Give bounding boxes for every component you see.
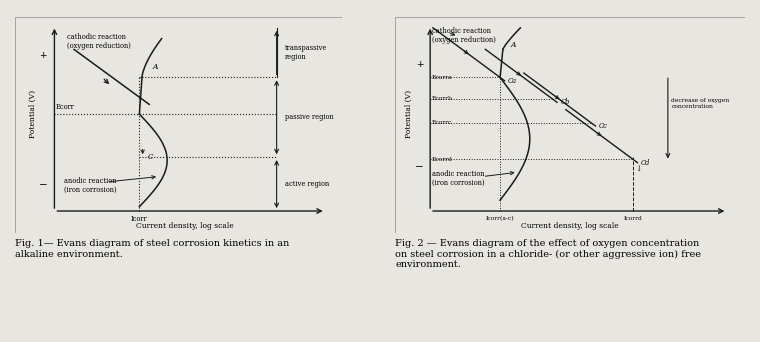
Text: Icorr: Icorr [131,214,147,223]
Text: Potential (V): Potential (V) [29,90,37,138]
Text: +: + [416,60,423,69]
Text: Icorr(a-c): Icorr(a-c) [486,216,515,221]
Text: Ecorra: Ecorra [432,75,452,80]
Text: A: A [153,63,158,71]
Text: cathodic reaction
(oxygen reduction): cathodic reaction (oxygen reduction) [432,27,496,44]
Text: +: + [40,51,46,61]
Text: Fig. 1— Evans diagram of steel corrosion kinetics in an
alkaline environment.: Fig. 1— Evans diagram of steel corrosion… [15,239,290,259]
Text: C: C [147,153,153,161]
Text: −: − [39,181,47,190]
Text: Fig. 2 — Evans diagram of the effect of oxygen concentration
on steel corrosion : Fig. 2 — Evans diagram of the effect of … [395,239,701,269]
Text: anodic reaction
(iron corrosion): anodic reaction (iron corrosion) [432,170,485,187]
Text: active region: active region [285,180,329,188]
Text: Cd: Cd [641,159,651,167]
Text: cathodic reaction
(oxygen reduction): cathodic reaction (oxygen reduction) [68,33,131,51]
Text: transpassive
region: transpassive region [285,44,328,61]
Text: ↓: ↓ [635,165,641,173]
Text: decrease of oxygen
concentration: decrease of oxygen concentration [671,98,730,109]
Text: Icorrd: Icorrd [623,216,642,221]
Text: anodic reaction
(iron corrosion): anodic reaction (iron corrosion) [64,176,117,194]
Text: Cc: Cc [599,122,608,130]
Text: −: − [415,163,424,172]
Text: Ecorr: Ecorr [56,103,75,111]
Text: Ca: Ca [508,77,517,85]
Text: Ecorrc: Ecorrc [432,120,452,125]
Text: Cb: Cb [560,98,570,106]
Text: passive region: passive region [285,113,334,121]
Text: A: A [511,41,516,49]
Text: Current density, log scale: Current density, log scale [136,222,234,230]
Text: Current density, log scale: Current density, log scale [521,222,619,230]
Text: Ecorrd: Ecorrd [432,157,453,162]
Text: Potential (V): Potential (V) [405,90,413,138]
Text: Ecorrb: Ecorrb [432,96,453,102]
